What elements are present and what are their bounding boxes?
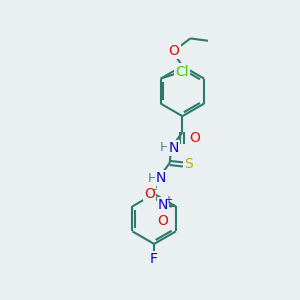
Text: H: H	[147, 172, 157, 185]
Text: O: O	[169, 44, 180, 58]
Text: -: -	[153, 184, 157, 194]
Text: S: S	[184, 158, 193, 171]
Text: +: +	[164, 195, 172, 205]
Text: N: N	[168, 141, 179, 154]
Text: Cl: Cl	[176, 64, 189, 79]
Text: N: N	[158, 198, 168, 212]
Text: H: H	[160, 141, 169, 154]
Text: O: O	[189, 131, 200, 145]
Text: O: O	[144, 187, 155, 201]
Text: N: N	[156, 171, 166, 185]
Text: O: O	[158, 214, 168, 228]
Text: F: F	[150, 252, 158, 266]
